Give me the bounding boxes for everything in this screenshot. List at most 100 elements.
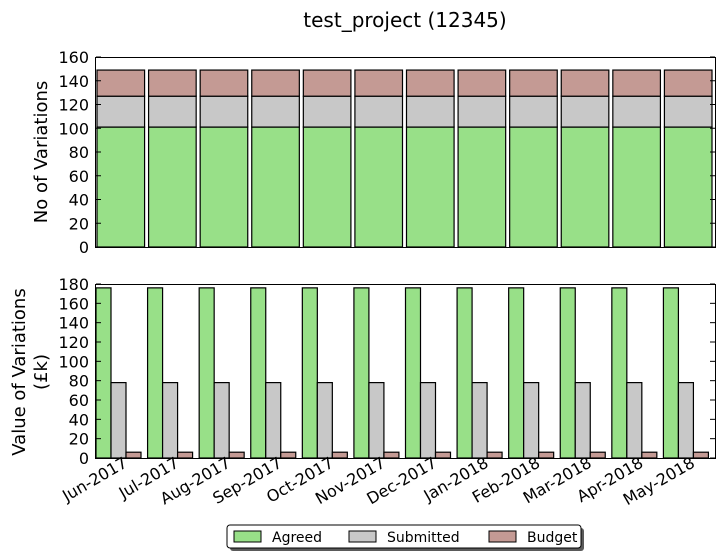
count-bar-submitted-6 (405, 95, 455, 128)
count-bar-submitted-0 (96, 95, 146, 128)
count-y-tick-label: 140 (58, 72, 89, 91)
count-bar-budget-6 (405, 69, 455, 97)
count-bar-agreed-5 (354, 126, 404, 248)
value-bar-budget-4 (331, 451, 348, 459)
value-bar-agreed-0 (95, 287, 112, 459)
count-bar-agreed-7 (457, 126, 507, 248)
count-bar-agreed-1 (147, 126, 197, 248)
count-bar-agreed-3 (251, 126, 300, 248)
value-bar-agreed-9 (559, 287, 576, 459)
value-bar-budget-5 (383, 451, 400, 459)
value-bar-submitted-11 (677, 382, 695, 459)
panel-value: Value of Variations (£k) 020406080100120… (9, 275, 716, 509)
value-bar-submitted-3 (265, 382, 282, 459)
count-bar-agreed-11 (663, 126, 713, 248)
value-bar-submitted-2 (213, 382, 230, 459)
value-plot-frame (95, 284, 716, 459)
value-bar-submitted-1 (161, 382, 179, 459)
count-bars (96, 69, 713, 248)
value-bar-budget-3 (280, 451, 297, 459)
y-axis-label-value-line1: Value of Variations (9, 288, 30, 455)
value-bar-agreed-11 (662, 287, 680, 459)
count-bar-budget-7 (457, 69, 507, 97)
value-y-tick-label: 20 (69, 430, 89, 449)
value-bar-budget-6 (434, 451, 452, 459)
count-bar-budget-8 (509, 69, 558, 97)
value-bar-budget-2 (228, 451, 245, 459)
count-y-tick-label: 0 (79, 238, 89, 257)
value-bar-budget-11 (692, 451, 710, 459)
value-bars (95, 287, 710, 459)
count-bar-submitted-1 (147, 95, 197, 128)
value-y-tick-label: 0 (79, 449, 89, 468)
count-bar-agreed-8 (509, 126, 558, 248)
value-y-tick-label: 120 (58, 333, 89, 352)
value-bar-agreed-5 (353, 287, 370, 459)
value-bar-submitted-10 (626, 382, 643, 459)
value-y-tick-label: 40 (69, 410, 89, 429)
panel-count: No of Variations 0 20 40 60 80 100 120 140 160 (31, 48, 716, 257)
count-plot-frame (95, 57, 716, 248)
x-tick-labels: Jun-2017Jul-2017Aug-2017Sep-2017Oct-2017… (58, 453, 698, 509)
count-y-tick-label: 120 (58, 96, 89, 115)
count-y-tick-label: 80 (69, 143, 89, 162)
count-bar-budget-3 (251, 69, 300, 97)
count-bar-submitted-3 (251, 95, 300, 128)
count-bar-agreed-9 (560, 126, 610, 248)
x-tick-label: Jun-2017 (58, 453, 130, 506)
y-axis-label-count: No of Variations (31, 81, 52, 224)
value-bar-budget-9 (589, 451, 606, 459)
count-bar-budget-0 (96, 69, 146, 97)
y-axis-label-value-line2: (£k) (31, 354, 52, 390)
count-bar-budget-5 (354, 69, 404, 97)
legend-swatch-submitted (348, 530, 377, 543)
value-bar-agreed-7 (456, 287, 473, 459)
value-bar-submitted-7 (471, 382, 488, 459)
value-y-tick-label: 100 (58, 352, 89, 371)
count-bar-budget-11 (663, 69, 713, 97)
count-bar-budget-10 (612, 69, 662, 97)
count-bar-agreed-0 (96, 126, 146, 248)
value-bar-submitted-4 (316, 382, 333, 459)
count-bar-submitted-11 (663, 95, 713, 128)
value-bar-budget-10 (641, 451, 658, 459)
count-y-tick-label: 20 (69, 214, 89, 233)
count-bar-agreed-10 (612, 126, 662, 248)
value-bar-agreed-6 (404, 287, 422, 459)
legend: Agreed Submitted Budget (226, 524, 584, 551)
value-y-tick-label: 140 (58, 314, 89, 333)
count-bar-submitted-9 (560, 95, 610, 128)
value-bar-agreed-8 (508, 287, 525, 459)
count-bar-budget-1 (147, 69, 197, 97)
value-bar-agreed-2 (198, 287, 215, 459)
count-bar-agreed-4 (302, 126, 352, 248)
value-y-tick-label: 80 (69, 372, 89, 391)
value-y-tick-label: 160 (58, 294, 89, 313)
value-bar-agreed-3 (250, 287, 267, 459)
value-bar-agreed-4 (301, 287, 318, 459)
legend-label-submitted: Submitted (387, 530, 460, 546)
count-bar-submitted-4 (302, 95, 352, 128)
value-bar-budget-8 (538, 451, 555, 459)
count-bar-agreed-6 (405, 126, 455, 248)
value-bar-agreed-10 (611, 287, 628, 459)
legend-label-agreed: Agreed (272, 530, 322, 546)
legend-label-budget: Budget (527, 530, 578, 546)
value-bar-agreed-1 (146, 287, 164, 459)
value-bar-budget-7 (486, 451, 503, 459)
value-y-tick-label: 180 (58, 275, 89, 294)
count-bar-submitted-10 (612, 95, 662, 128)
value-bar-submitted-9 (574, 382, 591, 459)
count-y-tick-label: 100 (58, 119, 89, 138)
count-y-ticks: 0 20 40 60 80 100 120 140 160 (58, 48, 715, 257)
count-bar-budget-4 (302, 69, 352, 97)
legend-swatch-agreed (233, 530, 262, 543)
chart-title: test_project (12345) (303, 8, 506, 32)
count-bar-submitted-2 (199, 95, 249, 128)
count-bar-budget-9 (560, 69, 610, 97)
count-bar-submitted-7 (457, 95, 507, 128)
count-y-tick-label: 40 (69, 191, 89, 210)
value-bar-submitted-8 (523, 382, 540, 459)
value-bar-budget-0 (125, 451, 142, 459)
